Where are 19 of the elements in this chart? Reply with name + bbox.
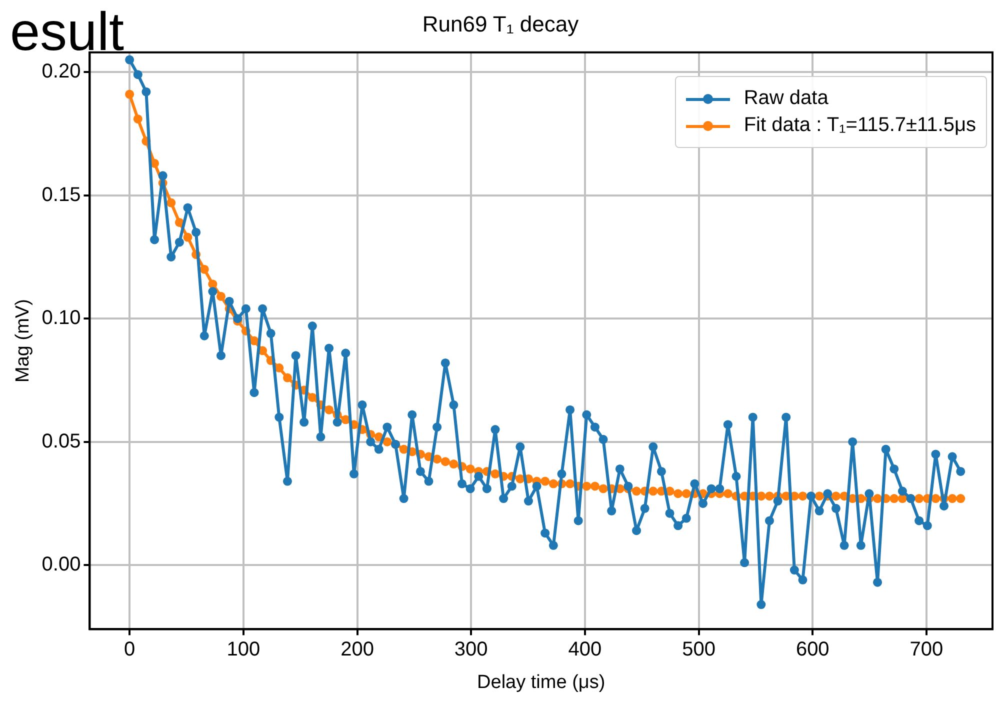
legend-label: Raw data — [744, 87, 828, 110]
y-tick-label: 0.05 — [42, 430, 81, 452]
annotation: esult — [9, 2, 126, 62]
x-tick-label: 500 — [682, 638, 716, 661]
y-tick-label: 0.00 — [42, 554, 81, 576]
x-tick-label: 600 — [796, 638, 830, 661]
y-tick-label: 0.20 — [42, 60, 81, 83]
chart-title: Run69 T₁ decay — [422, 11, 579, 36]
x-tick-label: 200 — [340, 638, 374, 661]
y-tick-label: 0.10 — [42, 307, 81, 330]
y-axis-title: Mag (mV) — [12, 299, 34, 383]
legend-label: Fit data : T₁=115.7±11.5μs — [744, 114, 976, 137]
x-tick-label: 100 — [226, 638, 260, 661]
x-tick-label: 300 — [454, 638, 488, 661]
y-tick-label: 0.15 — [42, 184, 81, 206]
x-tick-label: 0 — [124, 638, 136, 661]
x-axis-title: Delay time (μs) — [477, 672, 606, 693]
x-tick-label: 400 — [568, 638, 602, 661]
x-tick-label: 700 — [910, 638, 944, 661]
